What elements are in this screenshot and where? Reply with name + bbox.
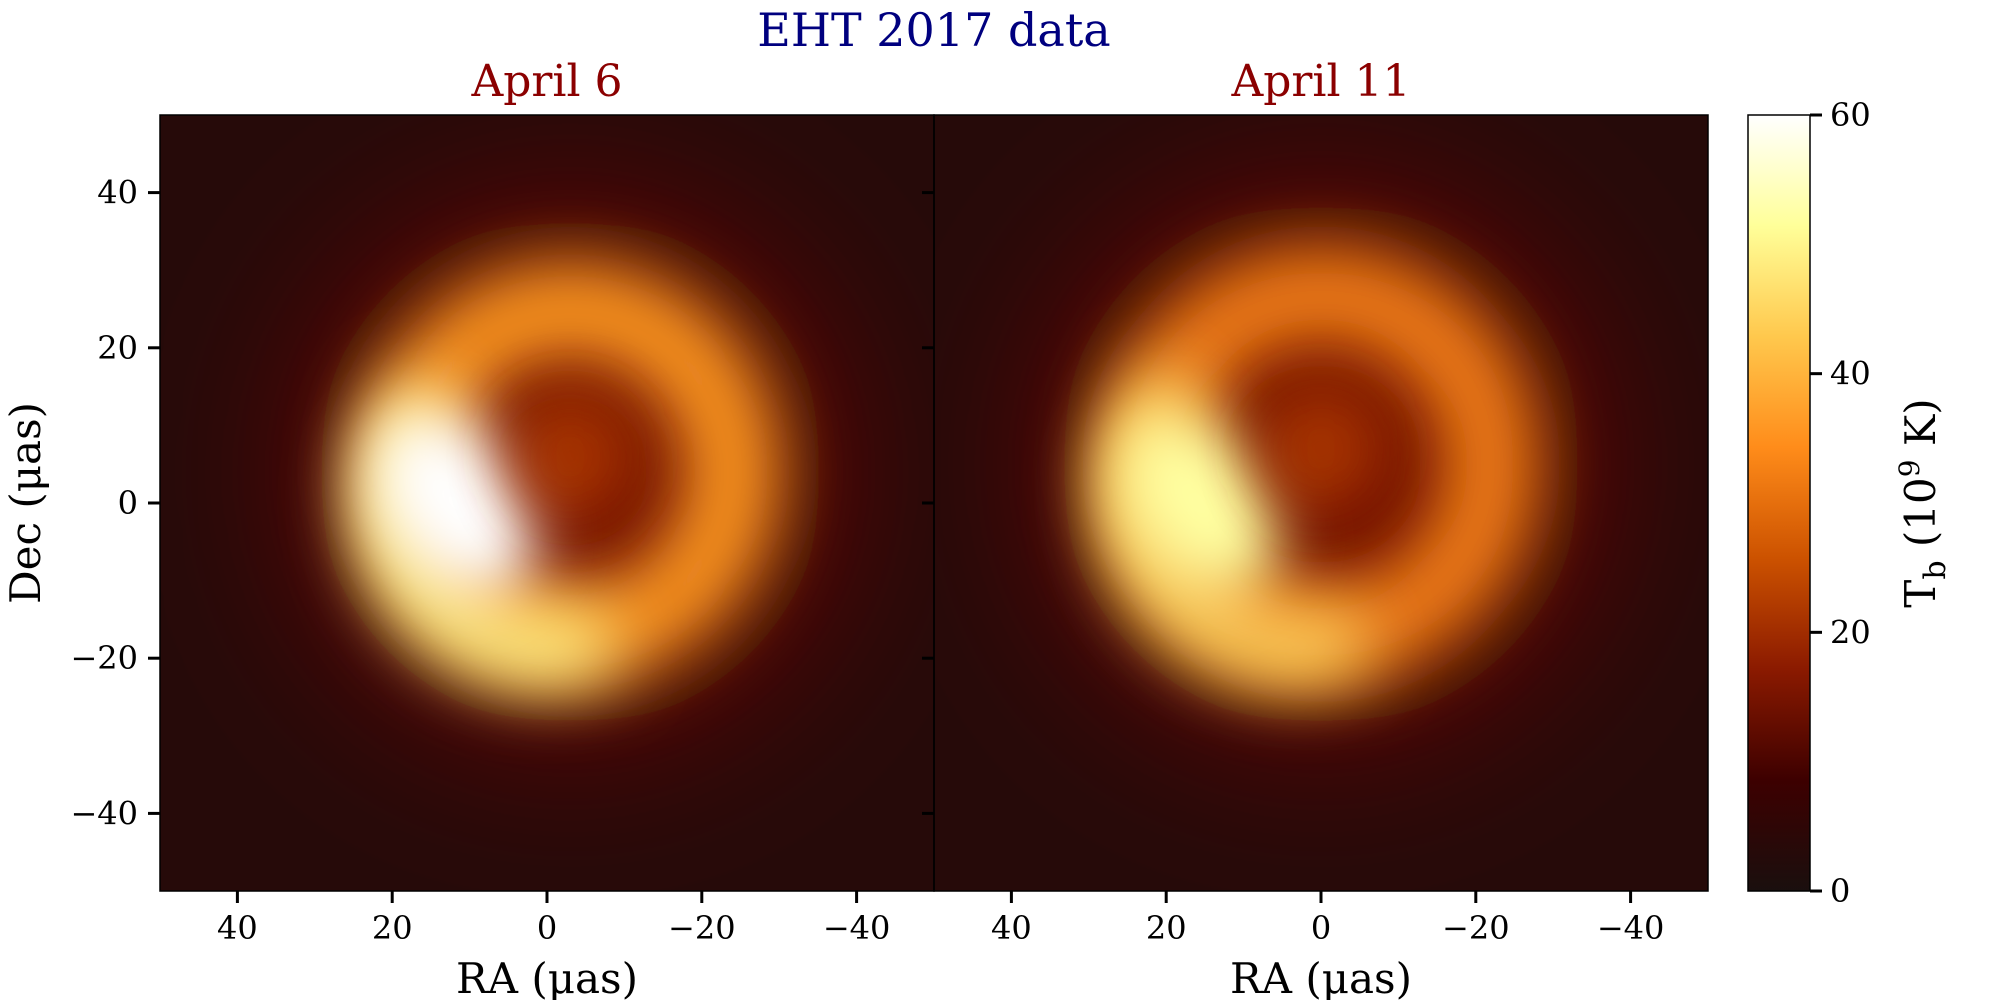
y-tick-label: −20 [70, 639, 138, 677]
x-tick-label: 0 [537, 909, 557, 947]
colorbar-ticks: 0 20 40 60 [1810, 96, 1871, 910]
heatmap-panel-april-11 [934, 115, 1708, 891]
panel-title-april-11: April 11 [1230, 56, 1410, 107]
x-axis-label-april-6: RA (μas) [456, 954, 638, 1000]
y-tick-label: 0 [118, 484, 138, 522]
panel-title-april-6: April 6 [470, 56, 622, 107]
colorbar [1747, 114, 1811, 892]
colorbar-label: Tb (109 K) [1893, 398, 1953, 607]
colorbar-tick-label: 60 [1830, 96, 1871, 134]
axis-ticks: 40 20 0 −20 −40 40 20 0 −20 −40 40 20 0 −20 −40 [70, 174, 1664, 947]
x-tick-label: 40 [991, 909, 1032, 947]
y-axis-label: Dec (μas) [1, 402, 50, 604]
central-shadow [508, 394, 633, 519]
x-tick-label: 0 [1311, 909, 1331, 947]
colorbar-tick-label: 0 [1830, 872, 1850, 910]
x-axis-label-april-11: RA (μas) [1230, 954, 1412, 1000]
central-shadow [1259, 386, 1383, 511]
y-tick-label: 40 [97, 174, 138, 212]
figure-title: EHT 2017 data [757, 3, 1110, 57]
y-tick-label: −40 [70, 794, 138, 832]
x-tick-label: −20 [668, 909, 736, 947]
x-tick-label: −40 [1597, 909, 1665, 947]
y-tick-label: 20 [97, 329, 138, 367]
colorbar-tick-label: 40 [1830, 355, 1871, 393]
x-tick-label: −20 [1442, 909, 1510, 947]
x-tick-label: −40 [823, 909, 891, 947]
colorbar-tick-label: 20 [1830, 613, 1871, 651]
x-tick-label: 20 [372, 909, 413, 947]
x-tick-label: 20 [1146, 909, 1187, 947]
heatmap-panel-april-6 [160, 115, 934, 891]
x-tick-label: 40 [217, 909, 258, 947]
bright-spot [1116, 411, 1279, 595]
bright-spot [372, 411, 536, 595]
